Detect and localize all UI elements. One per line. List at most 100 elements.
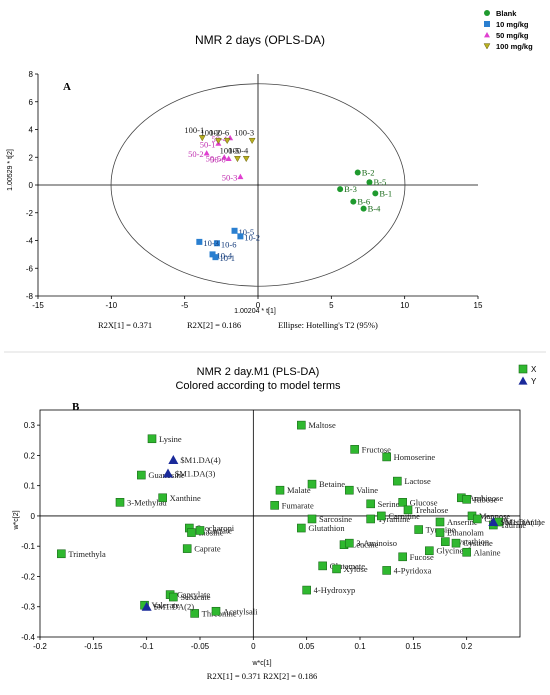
chart-b-x-variable-label: Mannose xyxy=(479,511,510,521)
chart-b-x-variable-point xyxy=(425,546,434,556)
chart-b-x-variable-label: Tyramine xyxy=(378,514,411,524)
chart-b-panel-label: B xyxy=(72,401,80,413)
chart-b-y-tick-label: 0 xyxy=(31,512,36,521)
chart-b-x-variable-point xyxy=(332,564,341,574)
chart-a-point xyxy=(350,198,357,205)
chart-b-y-tick-label: -0.3 xyxy=(21,603,35,612)
chart-a-point-label: 10-5 xyxy=(239,227,255,237)
chart-b-y-variable-label: $M1.DA(1) xyxy=(500,517,541,527)
chart-b-y-variable-label: $M1.DA(4) xyxy=(180,455,221,465)
chart-b-x-variable-point xyxy=(382,566,391,575)
chart-a-x-tick-label: 5 xyxy=(329,301,334,310)
chart-b-y-variable-point xyxy=(168,454,179,464)
chart-b-x-variable-label: 4-Hydroxyp xyxy=(314,585,356,595)
chart-b-x-tick-label: -0.05 xyxy=(191,642,210,651)
chart-b-x-variable-label: Homoserine xyxy=(394,452,436,462)
chart-a-point xyxy=(234,155,241,163)
chart-b-x-variable-point xyxy=(377,511,386,521)
chart-a-xlabel: 1.00204 * t[1] xyxy=(234,308,276,315)
chart-b-x-variable-label: Valine xyxy=(356,485,378,495)
chart-b-x-variable-label: Inosine xyxy=(198,528,223,538)
chart-a-point xyxy=(237,233,244,240)
chart-a-point xyxy=(213,240,220,247)
chart-b-x-variable-point xyxy=(275,485,285,495)
chart-b-x-variable-point xyxy=(382,452,391,462)
chart-b-x-variable-point xyxy=(414,525,423,534)
chart-a-point-label: 10-3 xyxy=(203,238,219,248)
chart-b-x-variable-label: 3-Aminoiso xyxy=(356,538,397,548)
chart-a-x-tick-label: 15 xyxy=(474,301,483,310)
chart-b-x-tick-label: -0.1 xyxy=(140,642,154,651)
chart-a-legend-marker xyxy=(484,10,490,16)
chart-a-point xyxy=(237,173,244,180)
chart-b-x-variable-label: 4-Pyridoxa xyxy=(394,565,432,575)
chart-a-point-label: 100-6 xyxy=(209,128,229,138)
chart-a-point xyxy=(212,254,219,261)
chart-b-x-variable-point xyxy=(158,493,167,503)
chart-b-x-variable-point xyxy=(187,528,196,537)
chart-b-x-variable-label: Maltose xyxy=(308,420,336,430)
chart-a-legend-marker xyxy=(484,32,490,38)
chart-a-point-label: 100-4 xyxy=(228,146,249,156)
chart-a-point xyxy=(196,238,203,245)
chart-b-x-variable-label: Glucose xyxy=(410,497,438,507)
chart-b-x-variable-label: Leucine xyxy=(351,540,379,550)
chart-b-x-tick-label: -0.2 xyxy=(33,642,47,651)
chart-a-point xyxy=(223,137,231,145)
chart-a-point-label: 50-6 xyxy=(210,155,226,165)
chart-b-x-variable-label: Fumarate xyxy=(282,500,314,510)
chart-b-x-variable-point xyxy=(297,420,306,430)
chart-b-x-variable-point xyxy=(182,544,192,553)
chart-b-x-variable-label: Sebacate xyxy=(180,592,210,602)
chart-b-x-variable-point xyxy=(195,526,205,535)
chart-a-panel-label: A xyxy=(63,81,71,93)
chart-b-x-variable-point xyxy=(297,523,306,533)
chart-a-point-label: 100-1 xyxy=(184,125,204,135)
chart-a-y-tick-label: 2 xyxy=(29,153,34,162)
chart-b-x-variable-label: Valerate xyxy=(152,600,180,610)
chart-b-y-tick-label: 0.3 xyxy=(24,421,36,430)
chart-b-x-variable-label: Trehalose xyxy=(415,505,448,515)
chart-b-x-variable-point xyxy=(441,537,450,546)
chart-a-y-tick-label: -4 xyxy=(26,237,34,246)
chart-b-x-variable-point xyxy=(302,585,311,595)
chart-b-x-variable-point xyxy=(270,501,279,510)
chart-a-point-label: B-3 xyxy=(344,184,357,194)
chart-b-x-variable-point xyxy=(115,498,125,507)
chart-b-x-variable-point xyxy=(403,505,413,515)
chart-b-x-variable-point xyxy=(435,528,445,537)
chart-a-x-tick-label: -15 xyxy=(32,301,44,310)
chart-b-x-variable-label: Glycine xyxy=(436,546,463,556)
chart-b-x-variable-label: Betaine xyxy=(319,479,345,489)
chart-b-x-variable-label: Xylose xyxy=(344,564,368,574)
chart-a-ellipse-caption: Ellipse: Hotelling's T2 (95%) xyxy=(278,320,378,330)
chart-b-y-variable-label: $M1.DA(2) xyxy=(154,602,195,612)
chart-b-x-variable-label: Saccharopi xyxy=(196,523,234,533)
chart-b-x-variable-label: Glutathion xyxy=(308,523,345,533)
chart-b-x-variable-point xyxy=(169,592,178,602)
chart-b-title: NMR 2 day.M1 (PLS-DA) xyxy=(197,366,320,378)
chart-a-point-label: 50-1 xyxy=(200,139,216,149)
chart-b-x-variable-label: Lysine xyxy=(159,434,182,444)
chart-b-x-variable-label: Serine xyxy=(378,499,400,509)
chart-a-y-tick-label: 8 xyxy=(29,70,34,79)
chart-a-point xyxy=(203,150,210,156)
chart-b-x-variable-label: Arabinose xyxy=(468,493,503,503)
chart-a-point-label: 10-4 xyxy=(217,250,233,260)
chart-b-y-tick-label: -0.4 xyxy=(21,633,35,642)
chart-a: NMR 2 days (OPLS-DA) Blank 10 mg/kg 50 mg/… xyxy=(7,9,533,330)
chart-b-legend-label-x: X xyxy=(531,365,537,374)
chart-a-point xyxy=(248,137,256,145)
chart-b-x-variable-point xyxy=(366,499,375,509)
chart-a-point xyxy=(214,137,222,145)
chart-b: NMR 2 day.M1 (PLS-DA) Colored according … xyxy=(13,364,545,681)
chart-a-point-label: B-2 xyxy=(362,168,375,178)
chart-b-y-variable-point xyxy=(163,468,173,478)
chart-b-footer: R2X[1] = 0.371 R2X[2] = 0.186 xyxy=(207,671,317,681)
chart-b-x-variable-point xyxy=(211,606,221,616)
chart-b-x-variable-label: Cystathion xyxy=(452,537,490,547)
chart-a-point xyxy=(198,135,206,142)
chart-b-legend-marker-x xyxy=(518,364,528,374)
chart-b-x-variable-label: Lactate xyxy=(207,525,232,535)
